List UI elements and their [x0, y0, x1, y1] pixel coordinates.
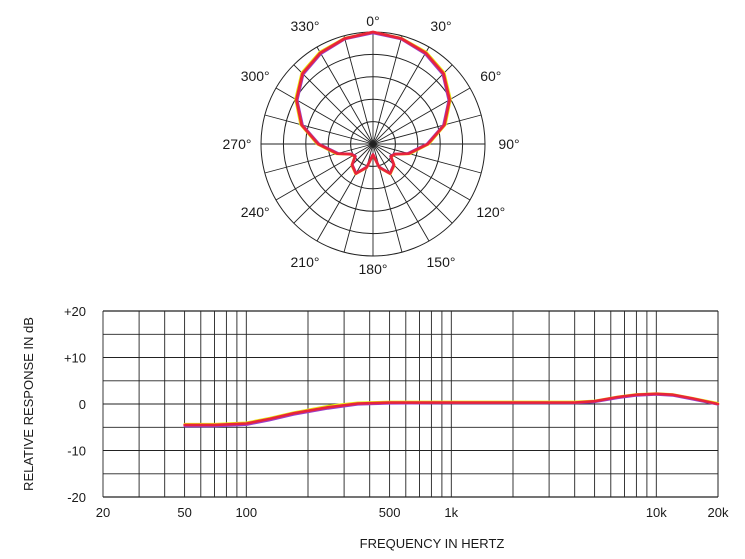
polar-spoke-75 — [372, 114, 482, 145]
polar-angle-label-90: 90° — [498, 136, 519, 152]
polar-plot-series — [294, 30, 452, 176]
x-tick-label: 10k — [646, 505, 667, 520]
polar-angle-label-30: 30° — [430, 18, 451, 34]
polar-angle-label-240: 240° — [241, 204, 270, 220]
y-axis-title: RELATIVE RESPONSE IN dB — [21, 317, 36, 491]
response-series-2 — [183, 392, 720, 427]
polar-angle-label-330: 330° — [291, 18, 320, 34]
polar-spoke-105 — [372, 143, 482, 174]
polar-angle-label-300: 300° — [241, 68, 270, 84]
polar-spoke-210 — [316, 143, 374, 242]
polar-angle-label-210: 210° — [291, 254, 320, 270]
polar-spoke-330 — [316, 46, 374, 145]
y-tick-label: -10 — [67, 444, 86, 459]
polar-spoke-345 — [343, 35, 374, 145]
polar-spoke-240 — [275, 143, 374, 201]
polar-spoke-135 — [372, 143, 453, 224]
polar-angle-label-0: 0° — [366, 13, 379, 29]
polar-spoke-150 — [372, 143, 430, 242]
y-tick-label: +20 — [64, 304, 86, 319]
polar-series-2 — [295, 30, 451, 175]
polar-angle-label-60: 60° — [480, 68, 501, 84]
y-tick-label: 0 — [79, 397, 86, 412]
polar-spoke-195 — [343, 143, 374, 253]
x-tick-label: 50 — [177, 505, 191, 520]
polar-plot-grid — [260, 31, 486, 257]
x-axis-title: FREQUENCY IN HERTZ — [360, 536, 505, 551]
polar-angle-label-270: 270° — [223, 136, 252, 152]
polar-spoke-300 — [275, 87, 374, 145]
polar-angle-label-120: 120° — [476, 204, 505, 220]
response-plot-series — [183, 392, 720, 428]
polar-angle-label-180: 180° — [359, 261, 388, 277]
polar-angle-label-150: 150° — [427, 254, 456, 270]
response-plot-ticks: +20 +10 0 -10 -20 20 50 100 500 1k 10k 20k — [64, 304, 729, 520]
polar-spoke-15 — [372, 35, 403, 145]
polar-spoke-165 — [372, 143, 403, 253]
polar-spoke-315 — [293, 64, 374, 145]
polar-spoke-45 — [372, 64, 453, 145]
polar-spoke-285 — [264, 114, 374, 145]
x-tick-label: 20k — [708, 505, 729, 520]
x-tick-label: 1k — [444, 505, 458, 520]
x-tick-label: 20 — [96, 505, 110, 520]
polar-spoke-30 — [372, 46, 430, 145]
polar-spoke-120 — [372, 143, 471, 201]
polar-spoke-60 — [372, 87, 471, 145]
polar-spoke-225 — [293, 143, 374, 224]
x-tick-label: 500 — [379, 505, 401, 520]
y-tick-label: +10 — [64, 351, 86, 366]
x-tick-label: 100 — [235, 505, 257, 520]
polar-angle-labels: 0° 30° 60° 90° 120° 150° 180° 210° 240° 270° 300° 3… — [223, 13, 520, 277]
polar-spoke-255 — [264, 143, 374, 174]
y-tick-label: -20 — [67, 490, 86, 505]
